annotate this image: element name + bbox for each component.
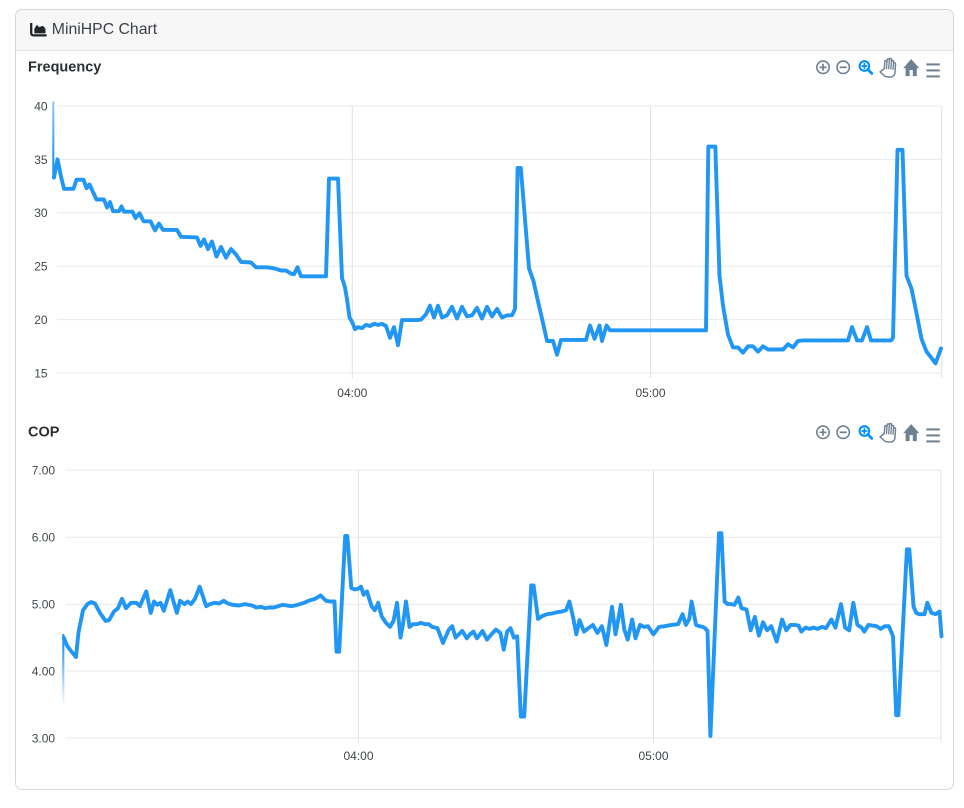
svg-text:4.00: 4.00 <box>32 665 56 679</box>
svg-text:20: 20 <box>34 313 48 327</box>
svg-text:05:00: 05:00 <box>638 749 668 763</box>
svg-text:30: 30 <box>34 206 48 220</box>
svg-text:COP: COP <box>28 424 60 440</box>
svg-text:7.00: 7.00 <box>32 464 56 478</box>
svg-text:40: 40 <box>34 99 48 113</box>
svg-text:04:00: 04:00 <box>337 386 367 400</box>
svg-text:04:00: 04:00 <box>343 749 373 763</box>
svg-text:5.00: 5.00 <box>32 598 56 612</box>
svg-text:Frequency: Frequency <box>28 60 101 76</box>
svg-text:3.00: 3.00 <box>32 731 56 745</box>
svg-text:15: 15 <box>34 366 48 380</box>
svg-text:6.00: 6.00 <box>32 531 56 545</box>
svg-text:35: 35 <box>34 153 48 167</box>
svg-text:25: 25 <box>34 260 48 274</box>
svg-text:05:00: 05:00 <box>635 386 665 400</box>
